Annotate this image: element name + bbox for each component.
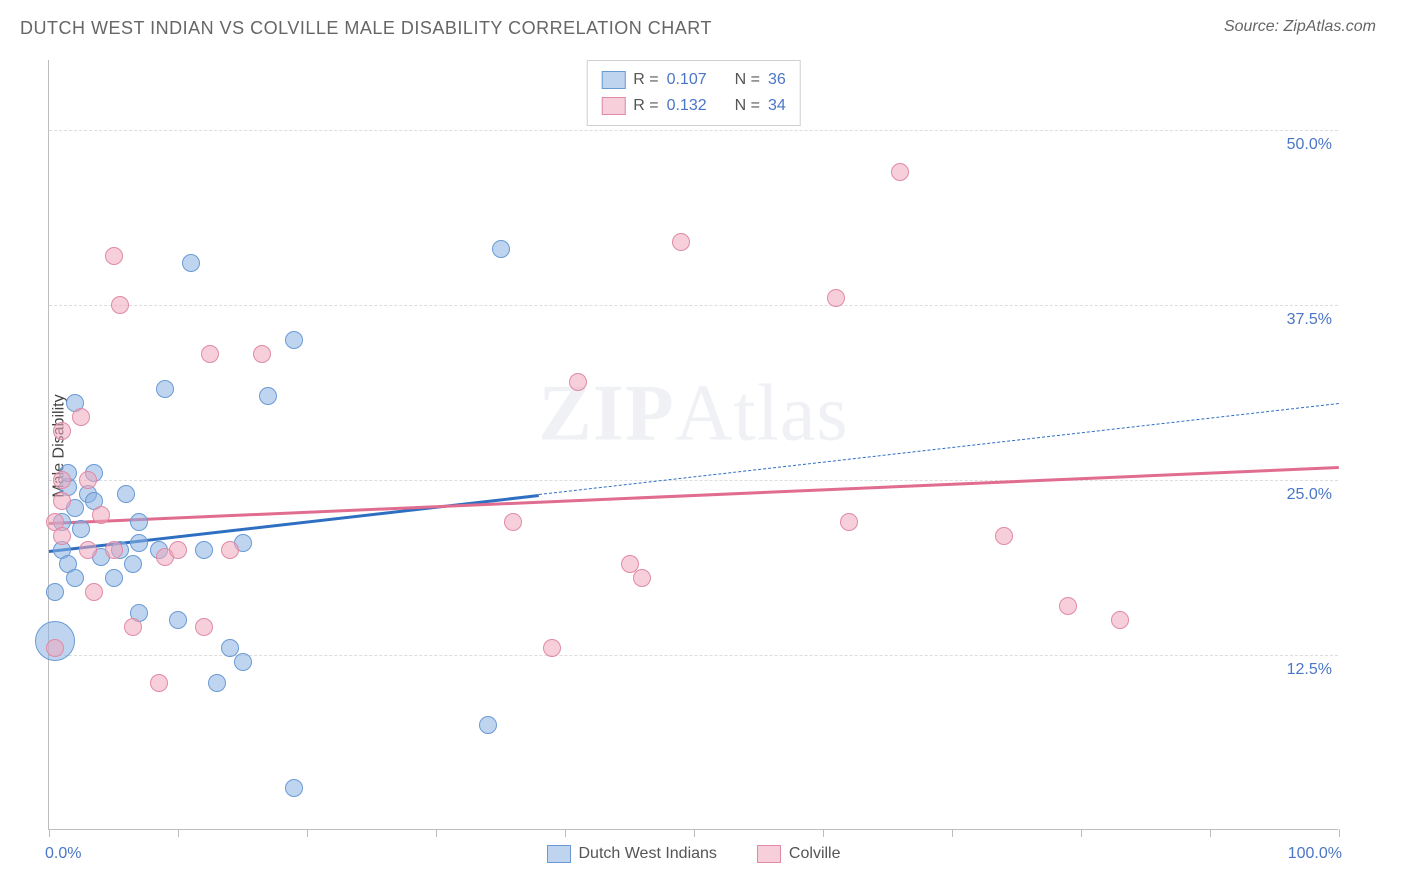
legend-n-value: 36 <box>768 67 786 93</box>
scatter-point-colville <box>891 163 909 181</box>
trendline <box>539 403 1339 495</box>
legend-swatch <box>546 845 570 863</box>
x-tick <box>952 829 953 837</box>
scatter-point-colville <box>840 513 858 531</box>
x-tick <box>1210 829 1211 837</box>
x-tick <box>1339 829 1340 837</box>
scatter-point-colville <box>111 296 129 314</box>
y-tick-label: 12.5% <box>1287 661 1332 679</box>
scatter-point-colville <box>53 471 71 489</box>
scatter-point-dwi <box>182 254 200 272</box>
legend-r-label: R = <box>633 67 658 93</box>
legend-row: R = 0.132 N = 34 <box>601 93 786 119</box>
legend-row: R = 0.107 N = 36 <box>601 67 786 93</box>
scatter-point-dwi <box>195 541 213 559</box>
scatter-point-colville <box>569 373 587 391</box>
scatter-point-colville <box>79 541 97 559</box>
scatter-point-colville <box>46 639 64 657</box>
series-legend-label: Colville <box>789 845 841 863</box>
legend-swatch <box>601 97 625 115</box>
scatter-point-dwi <box>130 534 148 552</box>
scatter-point-colville <box>105 541 123 559</box>
x-tick <box>49 829 50 837</box>
scatter-point-dwi <box>124 555 142 573</box>
series-legend-item: Colville <box>757 845 841 863</box>
correlation-legend: R = 0.107 N = 36 R = 0.132 N = 34 <box>586 60 801 126</box>
scatter-point-dwi <box>130 513 148 531</box>
legend-n-label: N = <box>735 93 760 119</box>
x-tick <box>436 829 437 837</box>
scatter-point-dwi <box>46 583 64 601</box>
scatter-point-colville <box>1059 597 1077 615</box>
y-tick-label: 25.0% <box>1287 486 1332 504</box>
scatter-point-colville <box>672 233 690 251</box>
y-tick-label: 37.5% <box>1287 311 1332 329</box>
scatter-point-dwi <box>156 380 174 398</box>
gridline <box>49 130 1338 131</box>
scatter-point-dwi <box>285 331 303 349</box>
legend-r-value: 0.107 <box>667 67 707 93</box>
gridline <box>49 305 1338 306</box>
legend-n-value: 34 <box>768 93 786 119</box>
scatter-point-dwi <box>479 716 497 734</box>
scatter-point-colville <box>53 492 71 510</box>
scatter-point-colville <box>92 506 110 524</box>
scatter-point-colville <box>53 422 71 440</box>
scatter-point-colville <box>1111 611 1129 629</box>
scatter-point-colville <box>124 618 142 636</box>
scatter-point-colville <box>504 513 522 531</box>
chart-source: Source: ZipAtlas.com <box>1224 18 1376 36</box>
scatter-point-colville <box>72 408 90 426</box>
x-tick <box>307 829 308 837</box>
x-max-label: 100.0% <box>1288 845 1342 863</box>
trendline <box>49 466 1339 525</box>
x-tick <box>565 829 566 837</box>
series-legend-label: Dutch West Indians <box>578 845 716 863</box>
x-tick <box>1081 829 1082 837</box>
x-tick <box>178 829 179 837</box>
series-legend: Dutch West Indians Colville <box>546 845 840 863</box>
x-tick <box>694 829 695 837</box>
scatter-point-colville <box>827 289 845 307</box>
y-tick-label: 50.0% <box>1287 136 1332 154</box>
scatter-point-colville <box>201 345 219 363</box>
legend-swatch <box>757 845 781 863</box>
scatter-point-colville <box>53 527 71 545</box>
scatter-point-colville <box>79 471 97 489</box>
scatter-point-dwi <box>117 485 135 503</box>
chart-title: DUTCH WEST INDIAN VS COLVILLE MALE DISAB… <box>20 18 712 39</box>
x-min-label: 0.0% <box>45 845 81 863</box>
scatter-point-colville <box>150 674 168 692</box>
scatter-point-colville <box>253 345 271 363</box>
scatter-point-dwi <box>492 240 510 258</box>
scatter-point-dwi <box>259 387 277 405</box>
scatter-point-colville <box>195 618 213 636</box>
x-tick <box>823 829 824 837</box>
scatter-point-colville <box>221 541 239 559</box>
legend-r-value: 0.132 <box>667 93 707 119</box>
legend-swatch <box>601 71 625 89</box>
scatter-point-colville <box>169 541 187 559</box>
scatter-point-dwi <box>285 779 303 797</box>
scatter-point-colville <box>995 527 1013 545</box>
scatter-point-colville <box>105 247 123 265</box>
scatter-point-colville <box>633 569 651 587</box>
scatter-point-dwi <box>72 520 90 538</box>
scatter-point-dwi <box>66 569 84 587</box>
legend-r-label: R = <box>633 93 658 119</box>
scatter-plot-area: ZIPAtlas R =0.107N =36R =0.132N =34 Dutc… <box>48 60 1338 830</box>
scatter-point-dwi <box>208 674 226 692</box>
scatter-point-dwi <box>234 653 252 671</box>
scatter-point-dwi <box>105 569 123 587</box>
legend-n-label: N = <box>735 67 760 93</box>
gridline <box>49 480 1338 481</box>
scatter-point-dwi <box>169 611 187 629</box>
scatter-point-colville <box>85 583 103 601</box>
series-legend-item: Dutch West Indians <box>546 845 716 863</box>
scatter-point-colville <box>543 639 561 657</box>
